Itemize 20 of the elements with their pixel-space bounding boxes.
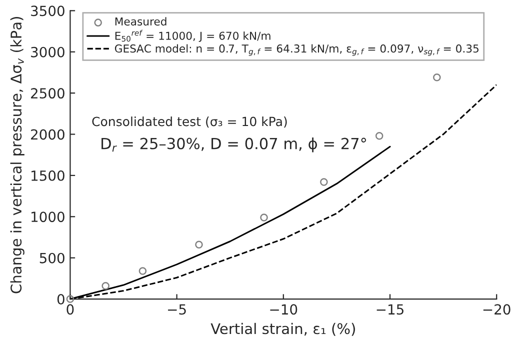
y-tick-label: 0 — [57, 294, 64, 305]
y-axis-title: Change in vertical pressure, Δσ$_{v}$ (kPa) — [10, 17, 24, 294]
y-tick-label: 1500 — [32, 170, 64, 181]
x-tick-label: −5 — [168, 304, 186, 315]
x-tick-label: 0 — [66, 304, 74, 315]
y-tick-label: 3000 — [31, 46, 64, 58]
annotation: Consolidated test (σ₃ = 10 kPa) — [92, 116, 287, 128]
y-tick-label: 2000 — [31, 129, 64, 140]
y-tick-label: 3500 — [31, 6, 64, 16]
legend-label: E$_{50}$$^{ref}$ = 11000, J = 670 kN/m — [115, 30, 270, 42]
x-tick-label: −10 — [270, 304, 298, 315]
annotation: D$_{r}$ = 25–30%, D = 0.07 m, ϕ = 27° — [102, 137, 366, 152]
x-tick-label: −20 — [483, 304, 510, 315]
legend-label: GESAC model: n = 0.7, T$_{g,f}$ = 64.31 kN/m, ε$_{g,f}$ = 0.097, ν$_{sg,f}$ = 0.35 — [114, 44, 478, 56]
y-tick-label: 2500 — [31, 88, 64, 99]
legend-label: Measured — [115, 17, 166, 26]
y-tick-label: 500 — [40, 252, 64, 264]
x-tick-label: −15 — [376, 304, 404, 315]
x-axis-title: Vertial strain, ε₁ (%) — [210, 322, 355, 336]
y-tick-label: 1000 — [32, 212, 64, 222]
